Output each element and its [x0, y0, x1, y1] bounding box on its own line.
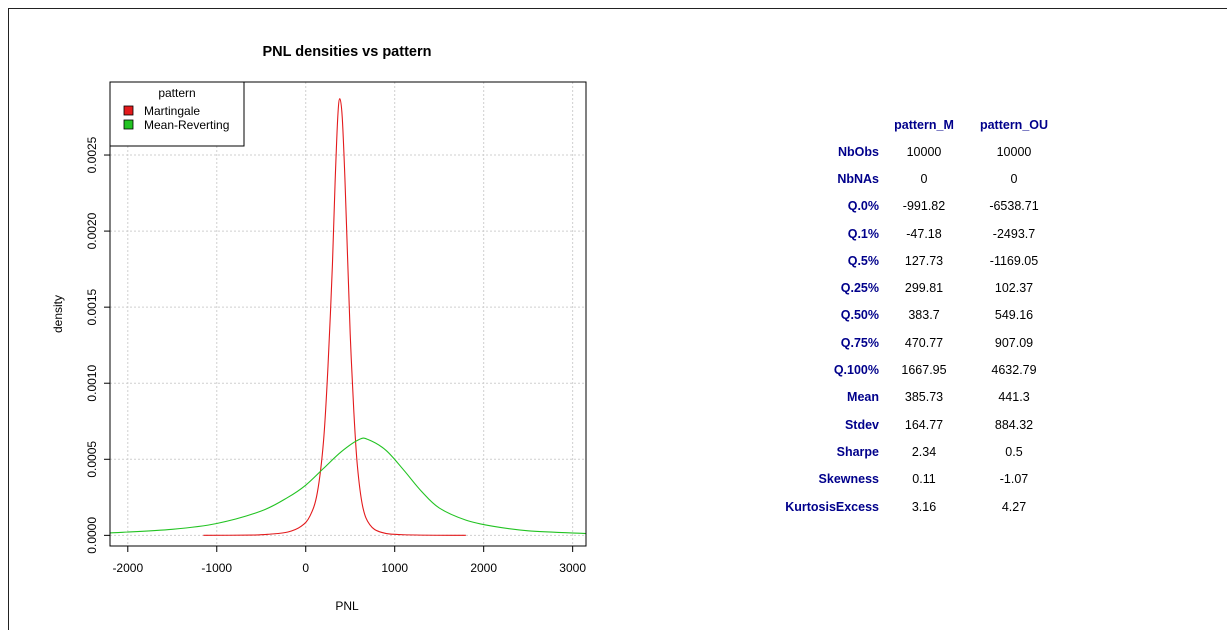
series-line-mean-reverting: [109, 437, 587, 535]
x-tick-label: 1000: [381, 561, 408, 575]
stats-value-pattern-ou: -2493.7: [992, 226, 1036, 241]
plot-frame: [109, 81, 587, 547]
stats-row: Q.0% -991.82 -6538.71: [747, 193, 1059, 220]
stats-value-pattern-ou: 0.5: [1005, 444, 1023, 459]
stats-header-row: pattern_M pattern_OU: [747, 112, 1059, 138]
stats-row: NbObs 10000 10000: [747, 138, 1059, 165]
stats-row-label: NbNAs: [837, 171, 879, 186]
stats-row: Q.1% -47.18 -2493.7: [747, 220, 1059, 247]
x-tick-label: 3000: [559, 561, 586, 575]
stats-value-pattern-ou: 907.09: [994, 335, 1034, 350]
axes: -2000 -1000 0 1000 2000 3000 0.0000 0.0005 0.001…: [85, 81, 587, 575]
stats-row: Q.50% 383.7 549.16: [747, 302, 1059, 329]
stats-value-pattern-ou: 441.3: [998, 390, 1030, 405]
y-tick-label: 0.0020: [85, 212, 99, 249]
y-tick-label: 0.0005: [85, 441, 99, 478]
stats-value-pattern-ou: -6538.71: [989, 199, 1039, 214]
stats-value-pattern-ou: -1169.05: [989, 253, 1039, 268]
stats-value-pattern-m: 164.77: [904, 417, 944, 432]
legend-label: Mean-Reverting: [144, 118, 229, 132]
stats-row-label: Mean: [847, 390, 879, 405]
stats-row: Mean 385.73 441.3: [747, 384, 1059, 411]
stats-value-pattern-ou: 884.32: [994, 417, 1034, 432]
stats-header-pattern-m: pattern_M: [894, 118, 954, 132]
stats-value-pattern-ou: 102.37: [994, 281, 1034, 296]
stats-row: Stdev 164.77 884.32: [747, 411, 1059, 438]
series-line-martingale: [203, 98, 466, 536]
stats-value-pattern-m: 385.73: [904, 390, 944, 405]
grid: [110, 82, 586, 546]
stats-value-pattern-ou: 10000: [996, 144, 1032, 159]
stats-row-label: Q.50%: [840, 308, 879, 323]
stats-value-pattern-m: 299.81: [904, 281, 944, 296]
stats-value-pattern-m: -991.82: [902, 199, 946, 214]
legend-title: pattern: [158, 86, 195, 100]
stats-row-label: Q.5%: [847, 253, 879, 268]
stats-value-pattern-m: 470.77: [904, 335, 944, 350]
stats-row-label: KurtosisExcess: [785, 499, 879, 514]
series-layer: [109, 98, 587, 536]
stats-value-pattern-m: 2.34: [911, 444, 937, 459]
stats-row-label: Q.25%: [840, 281, 879, 296]
stats-row: Q.100% 1667.95 4632.79: [747, 356, 1059, 383]
stats-row-label: Q.75%: [840, 335, 879, 350]
y-tick-label: 0.0025: [85, 136, 99, 173]
stats-value-pattern-m: 127.73: [904, 253, 944, 268]
stats-value-pattern-m: 1667.95: [901, 363, 947, 378]
y-tick-label: 0.0010: [85, 365, 99, 402]
stats-row-label: Sharpe: [836, 444, 879, 459]
stats-row: Skewness 0.11 -1.07: [747, 466, 1059, 493]
stats-value-pattern-m: 10000: [906, 144, 942, 159]
stats-row: Q.75% 470.77 907.09: [747, 329, 1059, 356]
y-tick-label: 0.0000: [85, 517, 99, 554]
stats-header-pattern-ou: pattern_OU: [979, 118, 1049, 132]
x-tick-label: 0: [302, 561, 309, 575]
stats-value-pattern-m: 3.16: [911, 499, 937, 514]
legend-swatch: [123, 105, 134, 116]
x-axis-label: PNL: [335, 599, 359, 613]
stats-row: Sharpe 2.34 0.5: [747, 438, 1059, 465]
stats-value-pattern-ou: -1.07: [999, 472, 1029, 487]
stats-row-label: Q.100%: [833, 363, 879, 378]
stats-value-pattern-m: 383.7: [908, 308, 940, 323]
x-tick-label: 2000: [470, 561, 497, 575]
x-tick-label: -1000: [201, 561, 232, 575]
stats-row-label: Stdev: [844, 417, 879, 432]
chart-title: PNL densities vs pattern: [263, 44, 432, 60]
stats-row-label: Skewness: [818, 472, 879, 487]
y-axis-label: density: [51, 295, 65, 333]
stats-value-pattern-m: 0: [920, 171, 928, 186]
stats-row-label: NbObs: [838, 144, 879, 159]
stats-value-pattern-ou: 549.16: [994, 308, 1034, 323]
stats-table: pattern_M pattern_OU NbObs 10000 10000 NbNA…: [747, 112, 1059, 520]
stats-row-label: Q.0%: [847, 199, 879, 214]
x-tick-label: -2000: [112, 561, 143, 575]
legend-label: Martingale: [144, 104, 200, 118]
stats-row: Q.25% 299.81 102.37: [747, 274, 1059, 301]
stats-row: NbNAs 0 0: [747, 165, 1059, 192]
stats-row-label: Q.1%: [847, 226, 879, 241]
stats-header-blank: [747, 112, 879, 138]
stats-value-pattern-ou: 0: [1010, 171, 1018, 186]
legend-swatch: [123, 119, 134, 130]
stats-value-pattern-ou: 4632.79: [991, 363, 1037, 378]
stats-row: Q.5% 127.73 -1169.05: [747, 247, 1059, 274]
stats-value-pattern-ou: 4.27: [1001, 499, 1027, 514]
stats-row: KurtosisExcess 3.16 4.27: [747, 493, 1059, 520]
stats-value-pattern-m: -47.18: [906, 226, 942, 241]
stats-value-pattern-m: 0.11: [912, 472, 936, 487]
y-tick-label: 0.0015: [85, 288, 99, 325]
